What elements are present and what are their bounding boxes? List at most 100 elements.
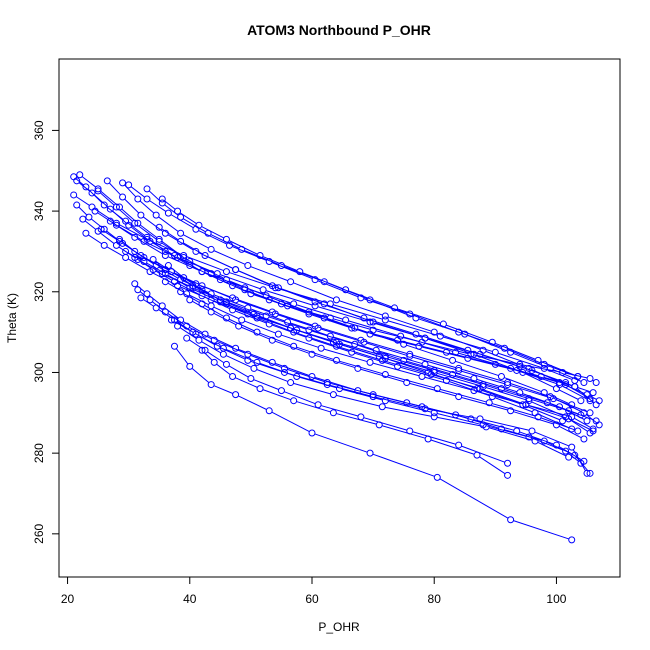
series-segment [167, 256, 200, 271]
series-segment [461, 368, 505, 383]
data-point [421, 360, 429, 368]
data-point [311, 298, 319, 306]
series-segment [513, 411, 554, 425]
series-segment [552, 397, 582, 412]
series-segment [182, 218, 206, 233]
data-point [507, 364, 515, 372]
data-point [290, 328, 298, 336]
series-segment [461, 445, 505, 463]
series-segment [427, 364, 472, 379]
data-point [568, 413, 576, 421]
data-point [461, 330, 469, 338]
data-point [360, 314, 368, 322]
series-segment [287, 372, 325, 385]
data-point [552, 385, 560, 393]
data-point [476, 350, 484, 358]
data-point [85, 213, 93, 221]
data-point [592, 401, 600, 409]
data-point [586, 469, 594, 477]
series-segment [244, 320, 276, 334]
series-segment [388, 400, 432, 413]
data-point [284, 302, 292, 310]
series-segment [317, 302, 362, 318]
data-point [357, 336, 365, 344]
data-point [378, 403, 386, 411]
series-segment [546, 393, 570, 404]
series-segment [274, 312, 313, 326]
series-segment [421, 346, 466, 359]
data-point [296, 268, 304, 276]
data-point [516, 360, 524, 368]
data-point [351, 324, 359, 332]
series-segment [146, 262, 163, 273]
series-segment [253, 379, 279, 390]
data-point [366, 449, 374, 457]
series-segment [412, 356, 456, 371]
data-point [137, 294, 145, 302]
data-point [586, 375, 594, 383]
series-segment [317, 280, 359, 298]
series-segment [476, 390, 524, 405]
data-point [207, 381, 215, 389]
series-segment [467, 334, 509, 352]
data-point [143, 195, 151, 203]
data-point [430, 413, 438, 421]
data-point [329, 409, 337, 417]
data-point [504, 381, 512, 389]
series-segment [262, 389, 292, 401]
data-point [122, 253, 130, 261]
series-segment [278, 314, 316, 328]
series-segment [326, 318, 368, 334]
data-point [195, 221, 203, 229]
data-point [491, 348, 499, 356]
data-point [265, 407, 273, 415]
series-segment [372, 322, 423, 338]
series-segment [293, 282, 334, 300]
data-point [455, 441, 463, 449]
series-segment [229, 272, 273, 288]
data-point [177, 213, 185, 221]
series-segment [461, 370, 505, 385]
data-point [406, 352, 414, 360]
series-segment [161, 228, 179, 241]
data-point [391, 304, 398, 312]
data-point [171, 278, 178, 286]
x-tick-label: 60 [305, 592, 319, 606]
data-point [256, 251, 264, 259]
series-segment [320, 328, 362, 342]
data-point [552, 421, 560, 429]
data-point [577, 459, 585, 467]
x-axis: 20 40 60 80 100 [61, 576, 567, 606]
data-point [287, 379, 295, 387]
data-point [155, 223, 163, 231]
series-segment [183, 234, 209, 249]
series-segment [412, 431, 456, 445]
series-26 [171, 342, 576, 544]
series-segment [179, 212, 197, 224]
data-point [119, 179, 127, 187]
data-point [94, 185, 102, 193]
series-segment [479, 456, 506, 475]
data-point [131, 233, 139, 241]
data-point [198, 282, 206, 290]
data-point [311, 302, 319, 310]
series-segment [213, 250, 246, 265]
series-segment [455, 374, 499, 389]
data-point [418, 372, 426, 380]
data-point [589, 427, 597, 435]
series-segment [482, 389, 524, 405]
series-segment [565, 372, 588, 379]
series-segment [207, 256, 234, 269]
data-point [464, 354, 472, 362]
data-point [79, 215, 87, 223]
series-25 [198, 346, 512, 479]
data-point [171, 316, 178, 324]
series-segment [296, 401, 331, 413]
series-segment [204, 290, 225, 303]
series-segment [458, 352, 508, 369]
series-segment [388, 316, 432, 332]
series-segment [488, 427, 533, 441]
series-segment [219, 347, 246, 360]
data-point [152, 304, 160, 312]
data-point [308, 350, 316, 358]
